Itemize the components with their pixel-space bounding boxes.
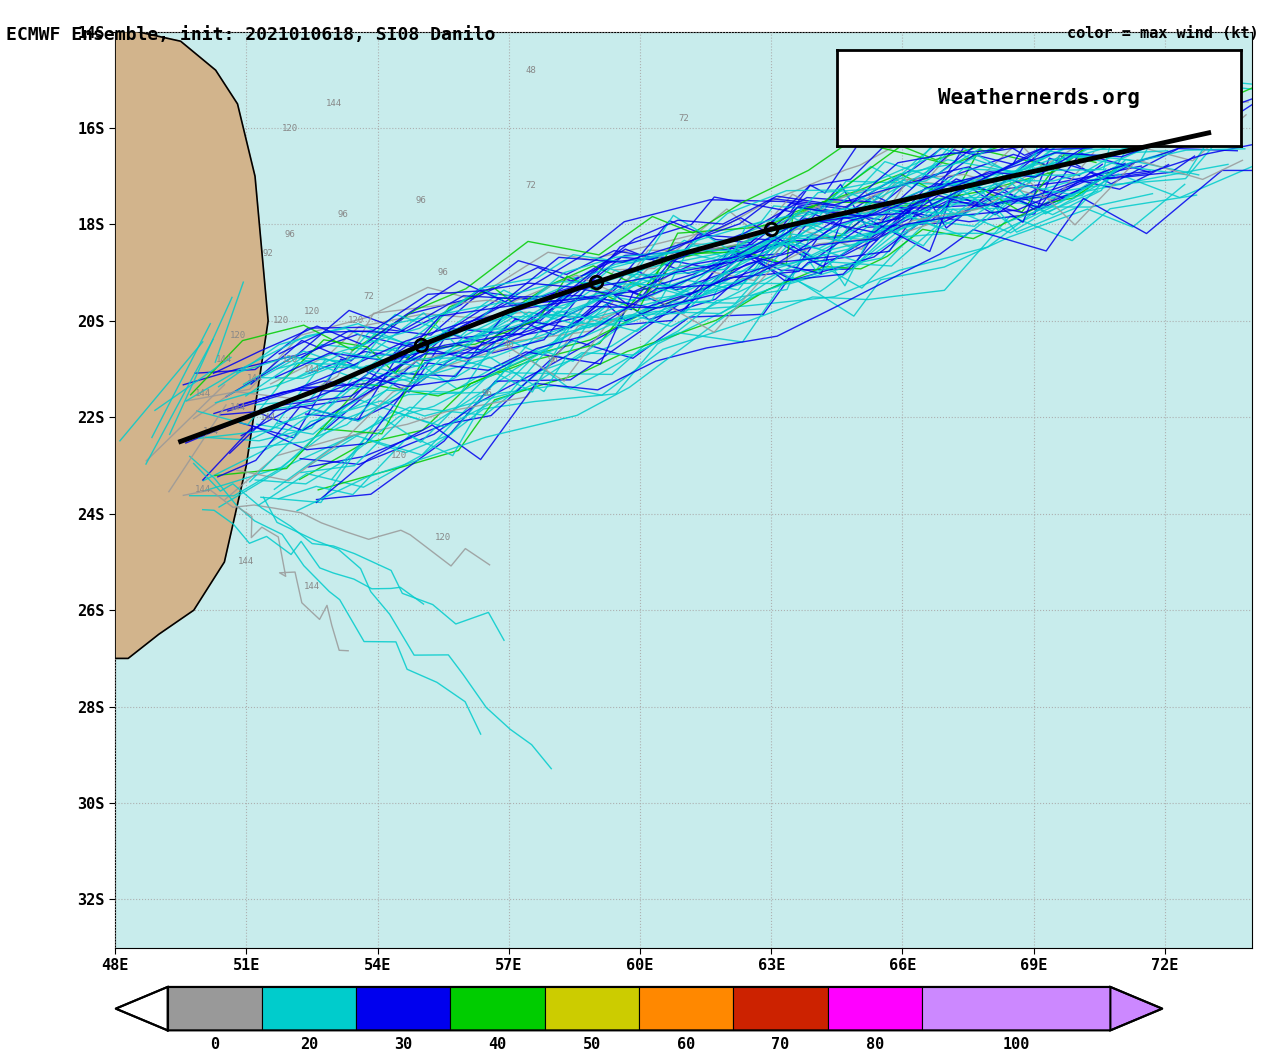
Text: 80: 80 <box>865 1036 884 1052</box>
Text: 96: 96 <box>415 196 427 205</box>
Bar <box>357 987 450 1030</box>
Bar <box>450 987 544 1030</box>
Bar <box>262 987 357 1030</box>
Text: 92: 92 <box>263 249 273 258</box>
Text: 40: 40 <box>488 1036 506 1052</box>
Text: 144: 144 <box>304 364 320 374</box>
Text: 144: 144 <box>230 403 245 412</box>
Text: 96: 96 <box>438 269 449 277</box>
Bar <box>828 987 921 1030</box>
Text: 20: 20 <box>300 1036 318 1052</box>
Bar <box>639 987 734 1030</box>
Text: 144: 144 <box>304 581 320 591</box>
Bar <box>544 987 639 1030</box>
Text: 96: 96 <box>547 355 558 364</box>
Text: color = max wind (kt): color = max wind (kt) <box>1067 26 1259 41</box>
Polygon shape <box>115 32 268 658</box>
Text: 30: 30 <box>394 1036 413 1052</box>
Polygon shape <box>1111 987 1162 1030</box>
Text: 120: 120 <box>435 534 451 542</box>
Text: 120: 120 <box>282 355 298 364</box>
Text: 144: 144 <box>203 428 220 436</box>
Text: 50: 50 <box>583 1036 601 1052</box>
Text: 144: 144 <box>247 374 263 383</box>
Bar <box>921 987 1111 1030</box>
Text: 120: 120 <box>304 306 320 316</box>
Text: 120: 120 <box>230 331 245 340</box>
Text: 60: 60 <box>677 1036 695 1052</box>
Text: 72: 72 <box>679 114 689 123</box>
Text: 144: 144 <box>326 99 341 108</box>
Text: 48: 48 <box>525 65 535 75</box>
Text: 72: 72 <box>525 181 535 191</box>
Text: 46: 46 <box>504 340 514 350</box>
Text: 72: 72 <box>363 293 374 301</box>
Text: 144: 144 <box>194 389 211 398</box>
Text: 120: 120 <box>282 123 298 133</box>
Polygon shape <box>116 987 167 1030</box>
Text: 96: 96 <box>285 230 295 239</box>
Text: 120: 120 <box>348 316 364 325</box>
Text: 120: 120 <box>273 316 289 325</box>
Bar <box>167 987 262 1030</box>
Text: 0: 0 <box>210 1036 220 1052</box>
Text: 120: 120 <box>391 452 408 460</box>
Text: 144: 144 <box>216 355 233 364</box>
Bar <box>734 987 828 1030</box>
Text: 70: 70 <box>772 1036 790 1052</box>
Text: 144: 144 <box>194 485 211 494</box>
Text: 100: 100 <box>1002 1036 1030 1052</box>
Text: 144: 144 <box>238 557 254 567</box>
Text: ECMWF Ensemble, init: 2021010618, SI08 Danilo: ECMWF Ensemble, init: 2021010618, SI08 D… <box>6 26 496 44</box>
Text: 96: 96 <box>337 211 348 219</box>
Text: 96: 96 <box>482 389 492 398</box>
Text: 144: 144 <box>259 413 276 422</box>
